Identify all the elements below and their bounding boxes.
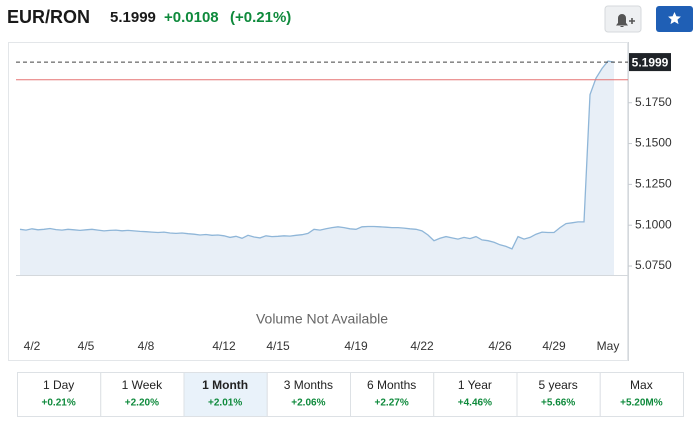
y-tick-label: 5.1000 [635, 217, 672, 231]
period-change: +2.01% [208, 398, 242, 409]
watchlist-button[interactable] [656, 6, 693, 32]
change: +0.0108 [164, 9, 219, 26]
period-tab-bg [433, 372, 518, 417]
x-tick-label: 4/19 [344, 339, 368, 353]
period-tab-bg [350, 372, 435, 417]
period-tab[interactable]: 1 Day +0.21% [17, 372, 102, 417]
period-label: Max [630, 378, 653, 392]
y-tick-label: 5.1750 [635, 95, 672, 109]
period-label: 1 Month [202, 378, 248, 392]
period-label: 1 Day [43, 378, 74, 392]
period-tab[interactable]: Max +5.20M% [599, 372, 684, 417]
period-tab[interactable]: 6 Months +2.27% [350, 372, 435, 417]
period-tab[interactable]: 3 Months +2.06% [266, 372, 351, 417]
y-tick-label: 5.1500 [635, 136, 672, 150]
x-tick-label: 4/26 [488, 339, 512, 353]
change-pct: (+0.21%) [230, 9, 291, 26]
period-tab[interactable]: 1 Week +2.20% [100, 372, 185, 417]
x-tick-label: 4/8 [138, 339, 155, 353]
period-tab-bg [17, 372, 102, 417]
period-tab[interactable]: 1 Year +4.46% [433, 372, 518, 417]
period-label: 3 Months [284, 378, 333, 392]
period-tab-bg [266, 372, 351, 417]
period-change: +5.20M% [620, 398, 663, 409]
last-value-label: 5.1999 [632, 55, 669, 69]
period-tab-bg [100, 372, 185, 417]
x-tick-label: 4/22 [410, 339, 434, 353]
period-label: 5 years [538, 378, 577, 392]
volume-note: Volume Not Available [256, 311, 388, 327]
period-tab[interactable]: 1 Month +2.01% [183, 372, 268, 417]
x-tick-label: 4/12 [212, 339, 236, 353]
x-tick-label: 4/29 [542, 339, 566, 353]
period-change: +2.27% [375, 398, 409, 409]
chart-frame [8, 42, 628, 361]
star-icon [668, 12, 681, 25]
x-tick-label: 4/15 [266, 339, 290, 353]
price-line [19, 60, 615, 250]
x-tick-label: 4/5 [78, 339, 95, 353]
period-tab[interactable]: 5 years +5.66% [516, 372, 601, 417]
period-tab-bg [516, 372, 601, 417]
period-change: +4.46% [458, 398, 492, 409]
area-fill [20, 61, 614, 275]
bell-icon [616, 14, 628, 27]
period-label: 1 Week [122, 378, 163, 392]
period-change: +0.21% [42, 398, 76, 409]
last-value-box [629, 53, 671, 72]
period-tab-bg [599, 372, 684, 417]
x-tick-label: 4/2 [24, 339, 41, 353]
y-tick-label: 5.0750 [635, 258, 672, 272]
period-label: 1 Year [458, 378, 492, 392]
alert-button[interactable] [604, 5, 642, 33]
period-change: +5.66% [541, 398, 575, 409]
period-tabs: 1 Day +0.21% 1 Week +2.20% 1 Month +2.01% 3 Mo… [17, 372, 684, 417]
symbol: EUR/RON [7, 7, 90, 27]
price: 5.1999 [110, 9, 156, 26]
period-label: 6 Months [367, 378, 416, 392]
period-change: +2.20% [125, 398, 159, 409]
x-tick-label: May [597, 339, 620, 353]
plus-icon [629, 18, 635, 24]
period-change: +2.06% [291, 398, 325, 409]
y-tick-label: 5.1250 [635, 177, 672, 191]
